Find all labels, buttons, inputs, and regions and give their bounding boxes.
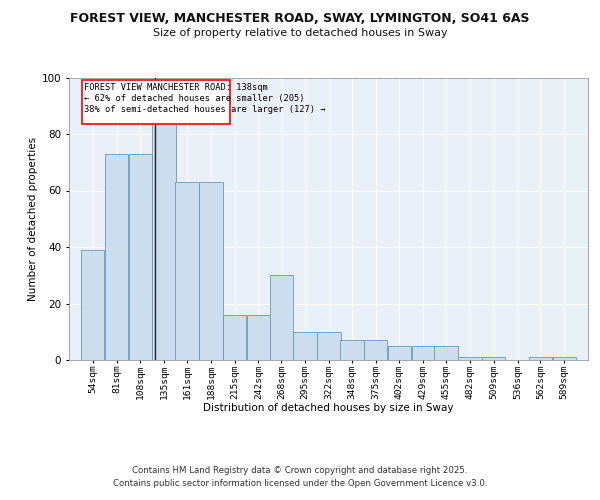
Bar [529, 357, 552, 360]
Bar [105, 154, 128, 360]
Y-axis label: Number of detached properties: Number of detached properties [28, 136, 38, 301]
Text: FOREST VIEW MANCHESTER ROAD: 138sqm
← 62% of detached houses are smaller (205)
3: FOREST VIEW MANCHESTER ROAD: 138sqm ← 62… [83, 82, 325, 114]
Bar [364, 340, 388, 360]
Bar [412, 346, 435, 360]
Bar [293, 332, 317, 360]
Bar [82, 80, 230, 124]
Bar [199, 182, 223, 360]
Bar [175, 182, 199, 360]
Bar [553, 357, 576, 360]
Bar [81, 250, 104, 360]
X-axis label: Distribution of detached houses by size in Sway: Distribution of detached houses by size … [203, 403, 454, 413]
Text: FOREST VIEW, MANCHESTER ROAD, SWAY, LYMINGTON, SO41 6AS: FOREST VIEW, MANCHESTER ROAD, SWAY, LYMI… [70, 12, 530, 26]
Bar [128, 154, 152, 360]
Bar [458, 357, 482, 360]
Bar [223, 315, 247, 360]
Bar [317, 332, 341, 360]
Bar [247, 315, 270, 360]
Bar [388, 346, 411, 360]
Bar [434, 346, 458, 360]
Text: Contains HM Land Registry data © Crown copyright and database right 2025.
Contai: Contains HM Land Registry data © Crown c… [113, 466, 487, 487]
Bar [152, 122, 176, 360]
Text: Size of property relative to detached houses in Sway: Size of property relative to detached ho… [152, 28, 448, 38]
Bar [340, 340, 364, 360]
Bar [482, 357, 505, 360]
Bar [269, 275, 293, 360]
